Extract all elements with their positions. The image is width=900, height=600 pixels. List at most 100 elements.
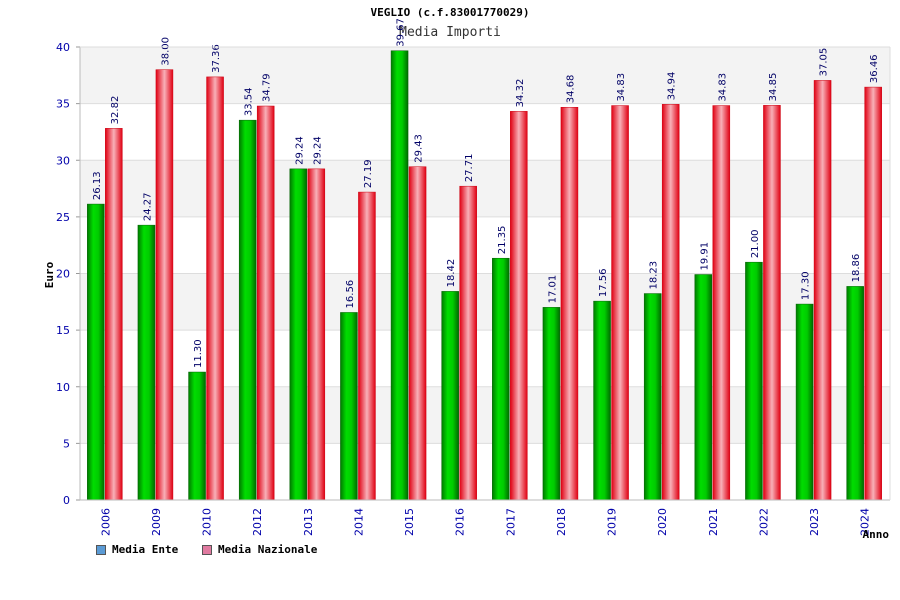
bar-media-nazionale xyxy=(307,168,326,501)
x-tick-label: 2013 xyxy=(302,508,315,536)
value-label-ente: 21.35 xyxy=(497,226,508,255)
value-label-nazionale: 29.43 xyxy=(414,134,425,163)
x-tick-label: 2020 xyxy=(656,508,669,536)
value-label-ente: 17.30 xyxy=(801,271,812,300)
bar-media-nazionale xyxy=(560,106,579,501)
x-tick-label: 2015 xyxy=(403,508,416,536)
y-tick-label: 0 xyxy=(63,494,70,507)
bar-media-ente xyxy=(846,286,864,501)
x-tick-label: 2021 xyxy=(707,508,720,536)
bar-media-ente xyxy=(340,312,358,501)
tick-labels: 0 5 10 15 20 25 30 35 40 2006 2009 2010 2012 2013 2014… xyxy=(56,41,872,536)
value-label-ente: 18.42 xyxy=(446,259,457,288)
chart-title: VEGLIO (c.f.83001770029) xyxy=(370,6,530,19)
bar-media-nazionale xyxy=(813,80,832,501)
value-label-nazionale: 27.19 xyxy=(363,159,374,188)
bar-media-nazionale xyxy=(256,105,275,501)
y-tick-label: 15 xyxy=(56,324,70,337)
bar-media-nazionale xyxy=(459,185,477,501)
y-tick-label: 35 xyxy=(56,98,70,111)
x-tick-label: 2017 xyxy=(504,508,517,536)
value-label-nazionale: 34.32 xyxy=(515,79,526,108)
legend-item-ente: Media Ente xyxy=(96,543,178,556)
y-tick-label: 40 xyxy=(56,41,70,54)
value-label-nazionale: 27.71 xyxy=(464,154,475,183)
bar-media-nazionale xyxy=(358,191,376,501)
y-tick-label: 20 xyxy=(56,268,70,281)
bar-media-ente xyxy=(238,119,257,501)
x-tick-label: 2024 xyxy=(859,508,872,536)
bar-media-ente xyxy=(188,371,206,501)
value-label-nazionale: 34.79 xyxy=(262,73,273,102)
bar-media-nazionale xyxy=(408,166,427,501)
bar-media-nazionale xyxy=(206,76,224,501)
value-labels: 26.13 32.82 24.27 38.00 11.30 37.36 33.54 34.79… xyxy=(92,18,880,368)
x-tick-label: 2010 xyxy=(201,508,214,536)
y-tick-label: 10 xyxy=(56,381,70,394)
value-label-nazionale: 37.36 xyxy=(211,44,222,73)
bar-media-ente xyxy=(289,168,308,501)
legend-label-ente: Media Ente xyxy=(112,543,179,556)
value-label-nazionale: 34.68 xyxy=(565,75,576,104)
value-label-nazionale: 34.83 xyxy=(616,73,627,102)
bar-media-ente xyxy=(694,274,713,501)
bar-media-ente xyxy=(137,224,156,501)
bar-media-ente xyxy=(745,261,763,501)
value-label-nazionale: 29.24 xyxy=(312,136,323,165)
value-label-ente: 16.56 xyxy=(345,280,356,309)
bars xyxy=(87,50,882,501)
y-tick-label: 30 xyxy=(56,154,70,167)
x-tick-label: 2022 xyxy=(757,508,770,536)
axes xyxy=(76,46,891,501)
bar-media-ente xyxy=(390,50,409,501)
value-label-nazionale: 38.00 xyxy=(160,37,171,66)
bar-media-ente xyxy=(643,293,662,501)
y-tick-label: 25 xyxy=(56,211,70,224)
x-tick-label: 2016 xyxy=(454,508,467,536)
x-tick-label: 2014 xyxy=(352,508,365,536)
legend-item-nazionale: Media Nazionale xyxy=(202,543,317,556)
value-label-ente: 33.54 xyxy=(244,88,255,117)
chart-subtitle: Media Importi xyxy=(399,25,501,40)
value-label-ente: 18.86 xyxy=(851,254,862,283)
bar-media-ente xyxy=(593,300,611,501)
value-label-nazionale: 36.46 xyxy=(869,54,880,83)
value-label-ente: 18.23 xyxy=(649,261,660,290)
bar-media-nazionale xyxy=(105,128,123,501)
value-label-ente: 21.00 xyxy=(750,230,761,259)
bar-media-nazionale xyxy=(510,111,528,501)
bar-media-nazionale xyxy=(864,86,882,501)
bar-media-nazionale xyxy=(155,69,174,501)
bar-media-ente xyxy=(542,307,561,501)
value-label-ente: 11.30 xyxy=(193,339,204,368)
value-label-nazionale: 32.82 xyxy=(110,96,121,125)
legend-swatch-nazionale xyxy=(202,545,212,555)
bar-media-nazionale xyxy=(661,104,680,501)
bar-media-ente xyxy=(87,203,105,501)
value-label-ente: 39.67 xyxy=(396,18,407,47)
bar-media-nazionale xyxy=(763,105,781,501)
legend-label-nazionale: Media Nazionale xyxy=(218,543,318,556)
bar-media-nazionale xyxy=(611,105,629,501)
x-tick-label: 2023 xyxy=(808,508,821,536)
value-label-ente: 26.13 xyxy=(92,171,103,200)
value-label-ente: 17.56 xyxy=(598,268,609,297)
value-label-ente: 24.27 xyxy=(142,193,153,222)
x-tick-label: 2019 xyxy=(606,508,619,536)
x-tick-label: 2006 xyxy=(99,508,112,536)
bar-media-nazionale xyxy=(712,105,731,501)
bar-media-ente xyxy=(492,257,510,501)
y-tick-label: 5 xyxy=(63,437,70,450)
value-label-nazionale: 34.85 xyxy=(768,73,779,102)
value-label-ente: 17.01 xyxy=(547,275,558,304)
value-label-ente: 19.91 xyxy=(699,242,710,271)
value-label-nazionale: 34.94 xyxy=(667,72,678,101)
y-axis-label: Euro xyxy=(43,261,56,288)
x-tick-label: 2012 xyxy=(251,508,264,536)
value-label-ente: 29.24 xyxy=(294,136,305,165)
bar-media-ente xyxy=(795,303,814,501)
x-axis-label: Anno xyxy=(863,528,890,541)
legend-swatch-ente xyxy=(96,545,106,555)
x-tick-label: 2009 xyxy=(150,508,163,536)
